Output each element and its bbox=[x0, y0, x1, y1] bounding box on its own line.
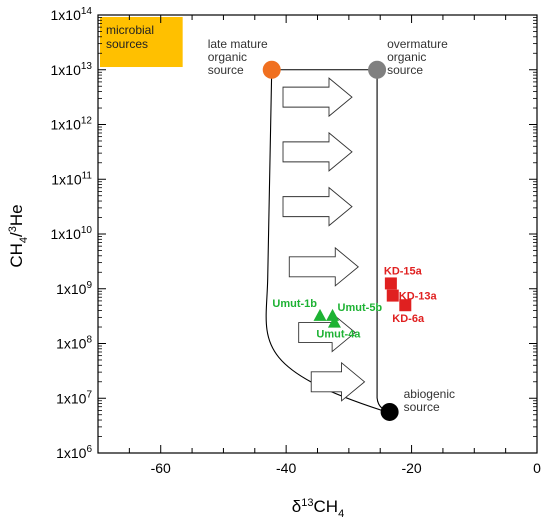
y-tick-label: 1x1014 bbox=[51, 6, 93, 23]
y-tick-label: 1x1013 bbox=[51, 61, 93, 78]
y-tick-label: 1x1012 bbox=[51, 116, 93, 133]
mixing-envelope bbox=[265, 69, 390, 413]
point-label-umut-5b: Umut-5b bbox=[338, 302, 383, 314]
point-label-kd-6a: KD-6a bbox=[392, 313, 425, 325]
point-kd-6a bbox=[399, 299, 412, 312]
y-axis-label: CH4/3He bbox=[7, 204, 30, 267]
abiogenic-source-marker bbox=[380, 402, 399, 421]
late-mature-source-marker bbox=[262, 60, 281, 79]
trend-arrow-3 bbox=[282, 186, 353, 227]
point-label-kd-15a: KD-15a bbox=[384, 265, 423, 277]
point-kd-15a bbox=[384, 277, 397, 290]
series-umut: Umut-1b Umut-5b Umut-4a bbox=[272, 298, 382, 341]
point-kd-13a bbox=[386, 289, 399, 302]
y-tick-label: 1x1010 bbox=[51, 225, 93, 242]
microbial-sources-box bbox=[100, 17, 183, 68]
y-tick-label: 1x1011 bbox=[51, 170, 92, 187]
trend-arrow-2 bbox=[282, 131, 353, 172]
point-umut-5b bbox=[326, 308, 340, 321]
trend-arrow-6 bbox=[310, 361, 366, 402]
point-umut-4a bbox=[327, 315, 341, 328]
y-tick-label: 1x109 bbox=[56, 280, 92, 297]
late-mature-source-label: late mature organic source bbox=[208, 37, 268, 77]
plot-area: microbial sources late mature organic source… bbox=[100, 17, 455, 421]
y-tick-label: 1x108 bbox=[56, 335, 92, 352]
point-label-umut-4a: Umut-4a bbox=[316, 329, 361, 341]
microbial-sources-label: microbial sources bbox=[106, 23, 154, 51]
trend-arrow-4 bbox=[288, 246, 359, 287]
x-tick-label: -20 bbox=[401, 460, 421, 476]
axes: -60 -40 -20 0 1x106 1x107 1x108 1x109 1x1010 1x10… bbox=[51, 6, 542, 476]
x-tick-label: -40 bbox=[276, 460, 296, 476]
point-label-umut-1b: Umut-1b bbox=[272, 298, 317, 310]
overmature-source-label: overmature organic source bbox=[387, 37, 448, 77]
trend-arrow-1 bbox=[282, 77, 353, 118]
x-tick-label: 0 bbox=[533, 460, 541, 476]
overmature-source-marker bbox=[368, 60, 387, 79]
abiogenic-source-label: abiogenic source bbox=[404, 387, 455, 414]
y-tick-label: 1x107 bbox=[56, 389, 92, 406]
x-tick-label: -60 bbox=[151, 460, 171, 476]
x-axis-label: δ13CH4 bbox=[292, 497, 344, 520]
y-tick-label: 1x106 bbox=[56, 444, 92, 461]
point-umut-1b bbox=[313, 308, 327, 321]
